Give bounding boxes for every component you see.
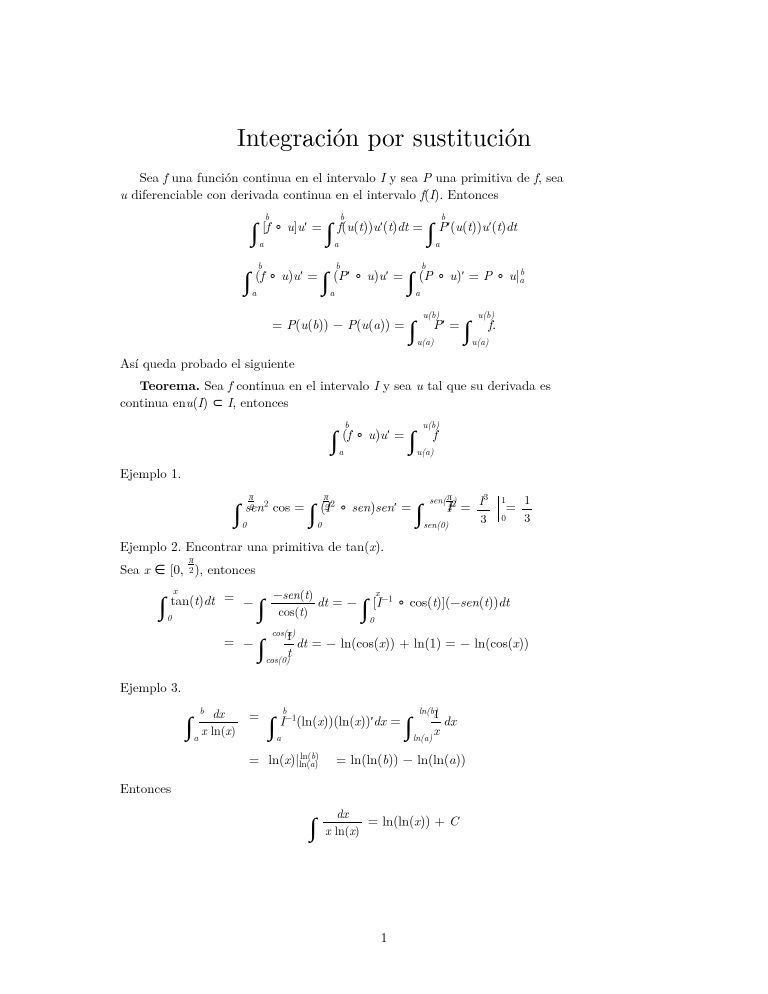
text: , sea	[538, 167, 563, 186]
text: diferenciable con derivada continua en e…	[127, 184, 420, 203]
text: Sea	[120, 559, 144, 578]
ejemplo2-label: Ejemplo 2. Encontrar una primitiva de ta…	[120, 537, 648, 577]
teorema-label: Teorema.	[140, 375, 200, 394]
page-title: Integración por sustitución	[120, 120, 648, 154]
ejemplo1-label: Ejemplo 1.	[120, 464, 648, 482]
text: una función continua en el intervalo	[167, 167, 380, 186]
text: . Entonces	[439, 184, 498, 203]
derivation-block: ∫ba [f ∘ u]u′ = ∫ba f(u(t))u′(t)dt = ∫ba…	[120, 213, 648, 346]
text: ).	[375, 536, 384, 555]
ejemplo3-formula: ∫ba dxx ln(x) = ∫ba I−1(ln(x))(ln(x))′dx…	[120, 706, 648, 771]
ejemplo2-formula: ∫x0 tan(t)dt = − ∫ −sen(t)cos(t)dt = − ∫…	[120, 587, 648, 664]
after-proof-text: Así queda probado el siguiente	[120, 354, 648, 372]
text: Sea	[140, 167, 164, 186]
text: y sea	[385, 167, 422, 186]
teorema-para: Teorema. Sea f continua en el intervalo …	[120, 376, 648, 411]
ejemplo1-formula: ∫π20 sen2 cos = ∫π20 (I2 ∘ sen)sen′ = ∫s…	[120, 491, 648, 529]
text: continua en	[120, 393, 186, 411]
page-number: 1	[0, 928, 768, 946]
text: ), entonces	[194, 559, 255, 578]
text: tal que su derivada es	[423, 375, 551, 394]
teorema-formula: ∫ba (f ∘ u)u′ = ∫u(b)u(a) f	[120, 421, 648, 456]
text: Sea	[200, 375, 228, 394]
entonces-label: Entonces	[120, 779, 648, 797]
ejemplo3-label: Ejemplo 3.	[120, 678, 648, 696]
text: continua en el intervalo	[232, 375, 374, 394]
text: una primitiva de	[431, 167, 534, 186]
text: , entonces	[232, 392, 288, 411]
text: y sea	[379, 375, 416, 394]
intro-para: Sea f una función continua en el interva…	[120, 168, 648, 203]
text: Ejemplo 2. Encontrar una primitiva de ta…	[120, 536, 369, 555]
entonces-formula: ∫ dxx ln(x) = ln(ln(x)) + C	[120, 806, 648, 843]
document-page: Integración por sustitución Sea f una fu…	[0, 0, 768, 994]
